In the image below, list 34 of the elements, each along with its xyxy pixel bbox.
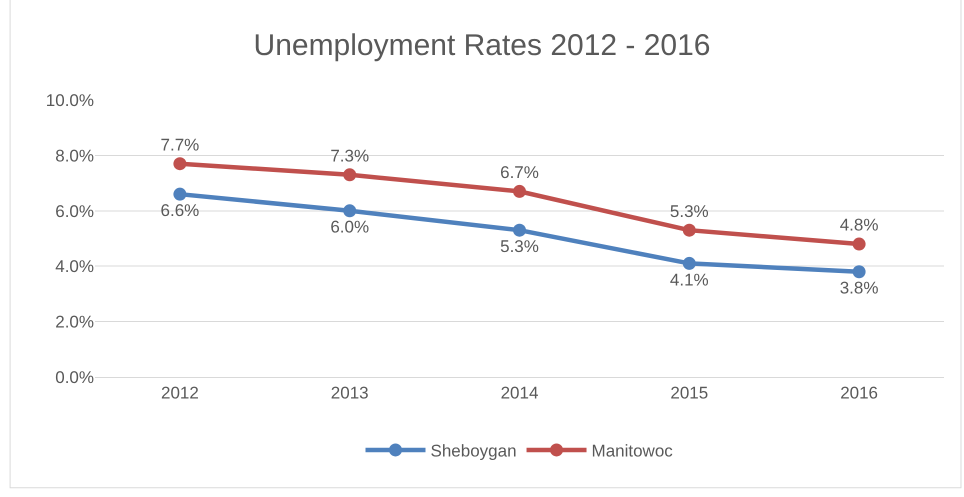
data-label: 6.0%	[330, 218, 370, 237]
y-tick-label: 8.0%	[55, 146, 94, 166]
y-tick-label: 10.0%	[46, 90, 94, 110]
point	[513, 184, 526, 198]
data-label: 3.8%	[840, 278, 878, 298]
point	[173, 188, 186, 201]
x-tick-label: 2013	[330, 383, 369, 402]
y-tick-label: 6.0%	[55, 202, 94, 221]
y-tick-label: 2.0%	[55, 312, 94, 332]
y-tick-label: 4.0%	[55, 257, 94, 276]
x-tick-label: 2015	[670, 383, 708, 402]
chart-title: Unemployment Rates 2012 - 2016	[254, 29, 710, 62]
point	[173, 157, 186, 170]
data-label: 6.7%	[500, 163, 539, 182]
point	[852, 238, 866, 251]
point	[343, 204, 356, 218]
legend-label: Manitowoc	[592, 442, 674, 461]
data-label: 5.3%	[670, 202, 709, 221]
data-label: 6.6%	[160, 201, 200, 220]
data-label: 4.1%	[670, 270, 709, 290]
data-label: 4.8%	[840, 216, 878, 235]
y-tick-label: 0.0%	[55, 368, 94, 387]
x-tick-label: 2016	[840, 383, 878, 402]
point	[682, 256, 696, 270]
data-label: 7.3%	[330, 146, 370, 166]
data-label: 5.3%	[500, 237, 539, 256]
point	[513, 224, 526, 237]
data-label: 7.7%	[160, 135, 200, 154]
point	[343, 168, 356, 182]
legend-label: Sheboygan	[430, 442, 517, 461]
point	[682, 224, 696, 237]
x-tick-label: 2012	[160, 383, 199, 402]
x-tick-label: 2014	[500, 383, 538, 402]
point	[852, 265, 866, 278]
